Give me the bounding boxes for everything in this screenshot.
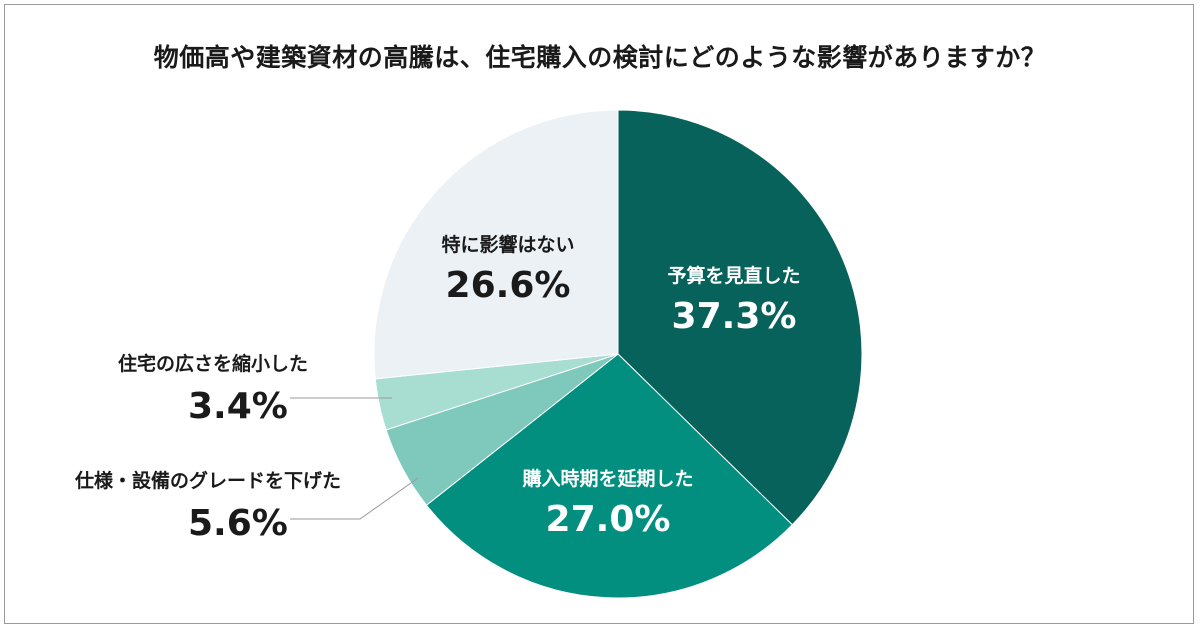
leader-lines [290,397,419,520]
slice-4-label: 住宅の広さを縮小した [118,352,308,375]
slice-1-wedge [617,109,863,526]
slice-2-value: 27.0% [546,499,671,540]
slice-labels: 予算を見直した 37.3% 購入時期を延期した 27.0% 仕様・設備のグレードを下げた… [74,233,801,544]
slice-3-value: 5.6% [188,503,288,544]
pie-slices [373,109,863,599]
slice-5-value: 26.6% [446,265,571,306]
slice-4-value: 3.4% [188,386,288,427]
slice-5-wedge [373,109,619,380]
slice-3-label: 仕様・設備のグレードを下げた [74,469,341,492]
slice-2-wedge [425,353,793,599]
slice-5-label: 特に影響はない [441,233,574,256]
chart-title: 物価高や建築資材の高騰は、住宅購入の検討にどのような影響がありますか？ [153,43,1047,72]
slice-1-label: 予算を見直した [667,264,800,287]
slice-1-value: 37.3% [672,296,797,337]
slice-2-label: 購入時期を延期した [522,467,693,490]
slice-3-leader-line [290,477,419,520]
